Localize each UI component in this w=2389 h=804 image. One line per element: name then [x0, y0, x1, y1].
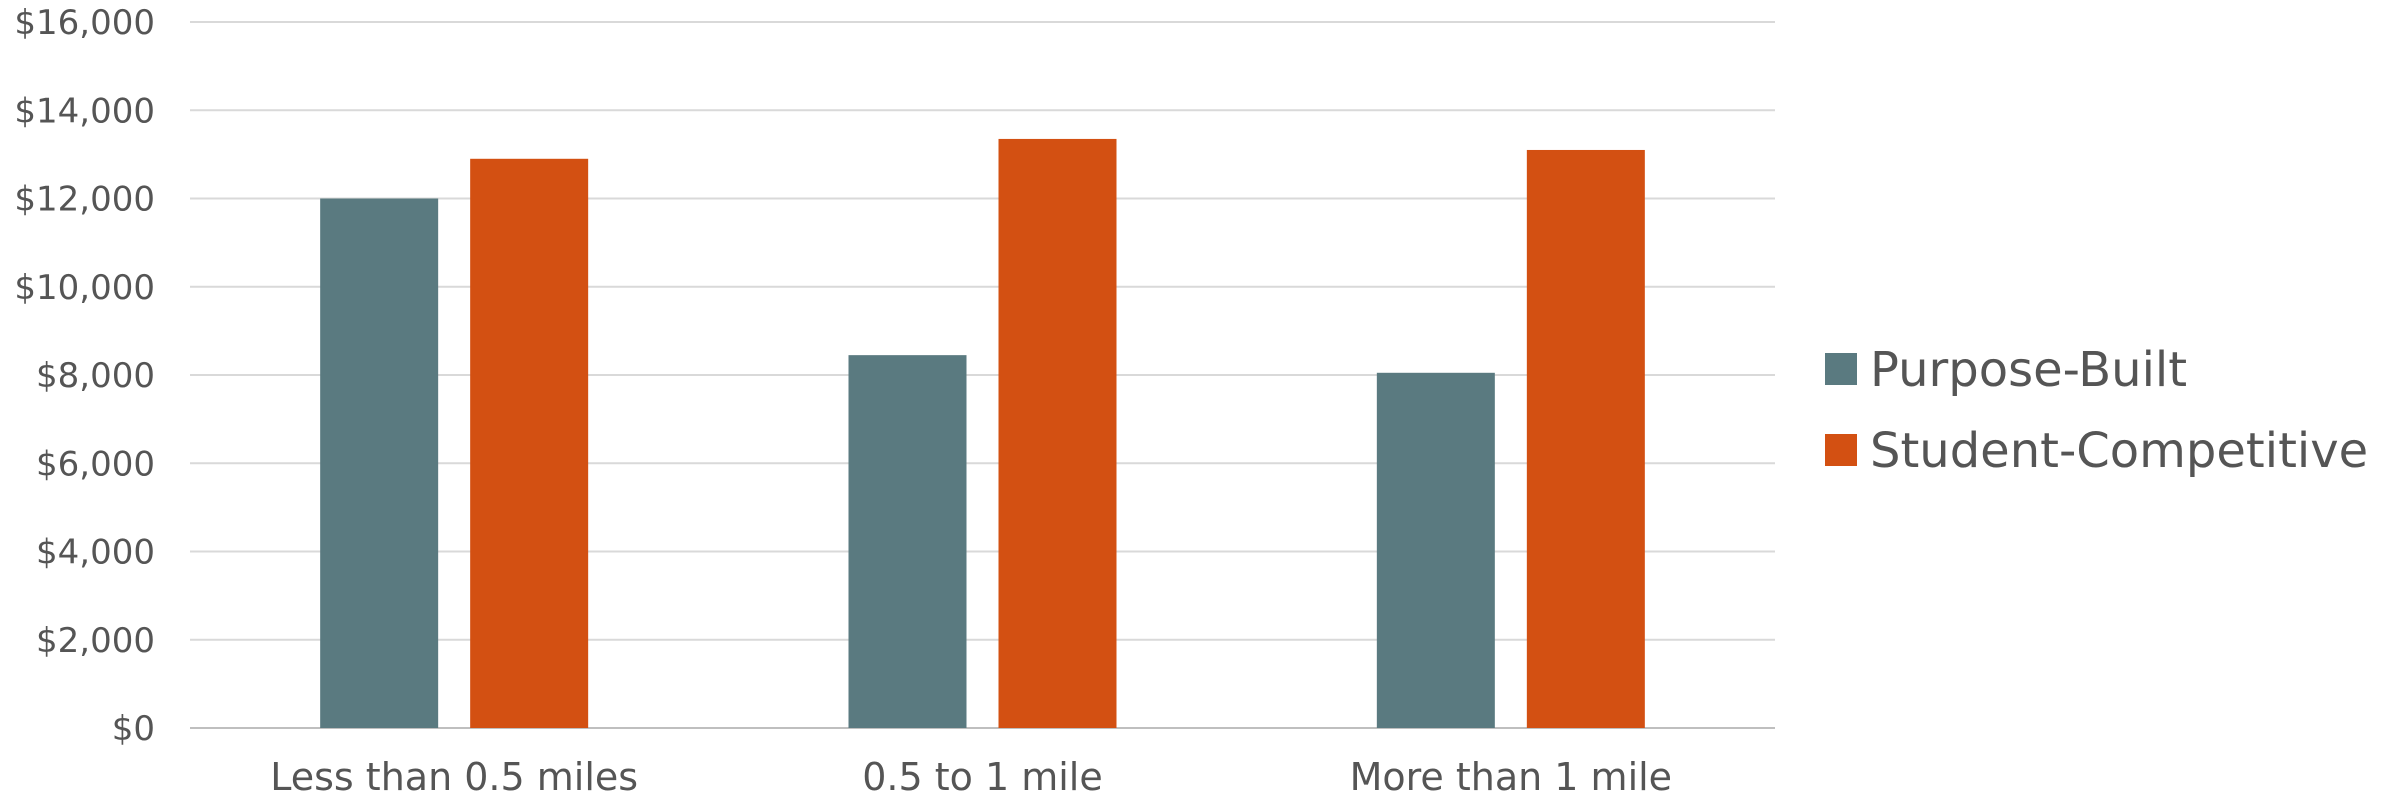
y-tick-label: $10,000: [14, 268, 155, 308]
y-tick-label: $0: [112, 709, 155, 749]
legend-label: Student-Competitive: [1870, 423, 2368, 479]
legend-swatch: [1825, 434, 1857, 466]
bar-purpose-built-0: [320, 198, 439, 728]
gridlines: [190, 21, 1775, 729]
y-tick-label: $14,000: [14, 91, 155, 131]
x-category-label: 0.5 to 1 mile: [862, 755, 1103, 799]
legend-swatch: [1825, 353, 1857, 385]
legend: Purpose-Built Student-Competitive: [1825, 342, 2368, 479]
bar-purpose-built-2: [1376, 372, 1495, 728]
y-tick-label: $6,000: [36, 444, 155, 484]
x-category-label: Less than 0.5 miles: [270, 755, 638, 799]
x-axis-category-labels: Less than 0.5 miles 0.5 to 1 mile More tha…: [270, 755, 1672, 799]
y-tick-label: $4,000: [36, 533, 155, 573]
y-tick-label: $12,000: [14, 180, 155, 220]
bars: [320, 138, 1645, 729]
bar-student-competitive-0: [470, 158, 589, 729]
y-tick-label: $2,000: [36, 621, 155, 661]
y-tick-label: $16,000: [14, 3, 155, 43]
bar-student-competitive-2: [1526, 149, 1645, 728]
bar-purpose-built-1: [848, 355, 967, 728]
x-category-label: More than 1 mile: [1350, 755, 1672, 799]
y-axis-tick-labels: $0 $2,000 $4,000 $6,000 $8,000 $10,000 $12,000…: [14, 3, 155, 749]
legend-label: Purpose-Built: [1870, 342, 2187, 398]
bar-student-competitive-1: [998, 138, 1117, 728]
y-tick-label: $8,000: [36, 356, 155, 396]
